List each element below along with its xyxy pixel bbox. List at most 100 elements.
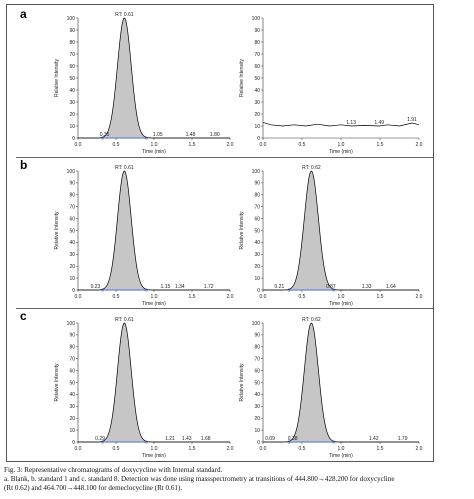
b-right-xtick-label: 0.5	[299, 294, 306, 300]
c-left-xtick-label: 1.0	[151, 446, 158, 452]
c-right-integration-start	[287, 440, 291, 444]
b-left-ytick-label: 30	[69, 252, 75, 258]
b-left-ylabel: Relative Intensity	[54, 211, 60, 250]
b-left-ytick-label: 70	[69, 205, 75, 211]
a-right-ytick-label: 10	[254, 124, 260, 130]
c-left-ytick-label: 60	[69, 368, 75, 374]
b-left-rt-annotation: 1.34	[175, 284, 185, 290]
b-right-ytick-label: 30	[254, 252, 260, 258]
c-right-peak-label: RT: 0.62	[302, 317, 321, 323]
a-right-xtick-label: 2.0	[416, 142, 423, 148]
a-right-ytick-label: 30	[254, 100, 260, 106]
c-left-integration-start	[101, 440, 104, 444]
a-left-xtick-label: 1.0	[151, 142, 158, 148]
c-right-ytick-label: 60	[254, 368, 260, 374]
c-left-rt-annotation: 1.68	[201, 436, 211, 442]
a-left-ytick-label: 60	[69, 64, 75, 70]
c-right-xtick-label: 0.0	[260, 446, 267, 452]
b-right-integration-end	[332, 288, 336, 292]
b-left-xtick-label: 0.0	[75, 294, 82, 300]
c-left-peak-label: RT: 0.61	[115, 317, 134, 323]
c-right-rt-annotation: 1.42	[369, 436, 379, 442]
b-right-xtick-label: 1.5	[377, 294, 384, 300]
b-left-rt-annotation: 1.15	[161, 284, 171, 290]
b-left-ytick-label: 90	[69, 181, 75, 187]
c-left-ylabel: Relative Intensity	[54, 363, 60, 402]
a-right-xtick-label: 1.0	[338, 142, 345, 148]
a-left-xtick-label: 2.0	[227, 142, 234, 148]
a-right-xtick-label: 0.5	[299, 142, 306, 148]
panel-label-c: c	[20, 309, 27, 323]
a-left-integration-start	[101, 136, 104, 140]
a-left-rt-annotation: 1.80	[210, 132, 220, 138]
panel-label-a: a	[20, 7, 27, 21]
a-right-ytick-label: 40	[254, 88, 260, 94]
b-right-ytick-label: 70	[254, 205, 260, 211]
b-right-ytick-label: 80	[254, 193, 260, 199]
c-left-xtick-label: 1.5	[189, 446, 196, 452]
a-left-ytick-label: 80	[69, 40, 75, 46]
c-right-ytick-label: 30	[254, 404, 260, 410]
b-left-ytick-label: 20	[69, 264, 75, 270]
b-right-peak-area	[288, 171, 334, 290]
b-left-xtick-label: 1.5	[189, 294, 196, 300]
b-right-rt-annotation: 0.21	[275, 284, 285, 290]
a-left-ytick-label: 0	[72, 136, 75, 142]
b-right-ytick-label: 20	[254, 264, 260, 270]
a-left-ytick-label: 70	[69, 52, 75, 58]
a-right-xtick-label: 1.5	[377, 142, 384, 148]
c-right-trace	[263, 322, 419, 443]
figure-caption: Fig. 3: Representative chromatograms of …	[4, 466, 470, 493]
a-left-integration-end	[144, 136, 148, 140]
c-left-rt-annotation: 0.29	[95, 436, 105, 442]
c-right-rt-annotation: 1.79	[398, 436, 408, 442]
c-right-ytick-label: 90	[254, 333, 260, 339]
a-right-rt-annotation: 1.91	[407, 117, 417, 123]
a-right-ytick-label: 20	[254, 112, 260, 118]
b-right-trace	[263, 170, 419, 291]
b-right-ytick-label: 100	[252, 169, 261, 175]
c-left-rt-annotation: 1.21	[165, 436, 175, 442]
c-right-xtick-label: 1.5	[377, 446, 384, 452]
b-right-rt-annotation: 0.87	[326, 284, 336, 290]
b-left-rt-annotation: 1.72	[204, 284, 214, 290]
c-right-xlabel: Time (min)	[329, 453, 353, 459]
b-right-integration-start	[287, 288, 291, 292]
b-left-xtick-label: 1.0	[151, 294, 158, 300]
panel-label-b: b	[20, 158, 28, 172]
a-right-ytick-label: 0	[257, 136, 260, 142]
b-left-ytick-label: 40	[69, 240, 75, 246]
b-right-ylabel: Relative Intensity	[239, 211, 245, 250]
b-left-ytick-label: 60	[69, 216, 75, 222]
c-right-xtick-label: 0.5	[299, 446, 306, 452]
c-right-ytick-label: 0	[257, 440, 260, 446]
caption-detail: a. Blank, b. standard 1 and c. standard …	[4, 475, 395, 483]
a-left-rt-annotation: 1.05	[153, 132, 163, 138]
b-right-xtick-label: 1.0	[338, 294, 345, 300]
c-right-peak-area	[288, 323, 334, 442]
a-right-ytick-label: 90	[254, 28, 260, 34]
c-right-ytick-label: 40	[254, 392, 260, 398]
c-right-xtick-label: 1.0	[338, 446, 345, 452]
a-right-xlabel: Time (min)	[329, 149, 353, 155]
a-left-ytick-label: 20	[69, 112, 75, 118]
a-right-ytick-label: 50	[254, 76, 260, 82]
a-left-peak-label: RT: 0.61	[115, 12, 134, 18]
c-left-ytick-label: 0	[72, 440, 75, 446]
b-left-integration-end	[144, 288, 148, 292]
c-left-xtick-label: 2.0	[227, 446, 234, 452]
b-left-xtick-label: 0.5	[113, 294, 120, 300]
c-left-peak-area	[102, 323, 147, 442]
a-right-ylabel: Relative Intensity	[239, 58, 245, 97]
b-left-peak-area	[102, 171, 147, 290]
caption-detail-cont: (Rt 0.62) and 464.700→448.100 for demecl…	[4, 484, 183, 492]
a-left-ytick-label: 90	[69, 28, 75, 34]
b-right-peak-label: RT: 0.62	[302, 165, 321, 171]
a-left-rt-annotation: 0.35	[100, 132, 110, 138]
b-left-ytick-label: 100	[67, 169, 76, 175]
b-right-rt-annotation: 1.64	[386, 284, 396, 290]
chromatogram-figure: 0 10 20 30 40 50 60 70 80 90 100 0.0 0.5 1.0 1.5 2.0 Tim…	[54, 12, 423, 459]
figure-frame	[6, 4, 434, 462]
a-left-xlabel: Time (min)	[142, 149, 166, 155]
b-right-ytick-label: 40	[254, 240, 260, 246]
